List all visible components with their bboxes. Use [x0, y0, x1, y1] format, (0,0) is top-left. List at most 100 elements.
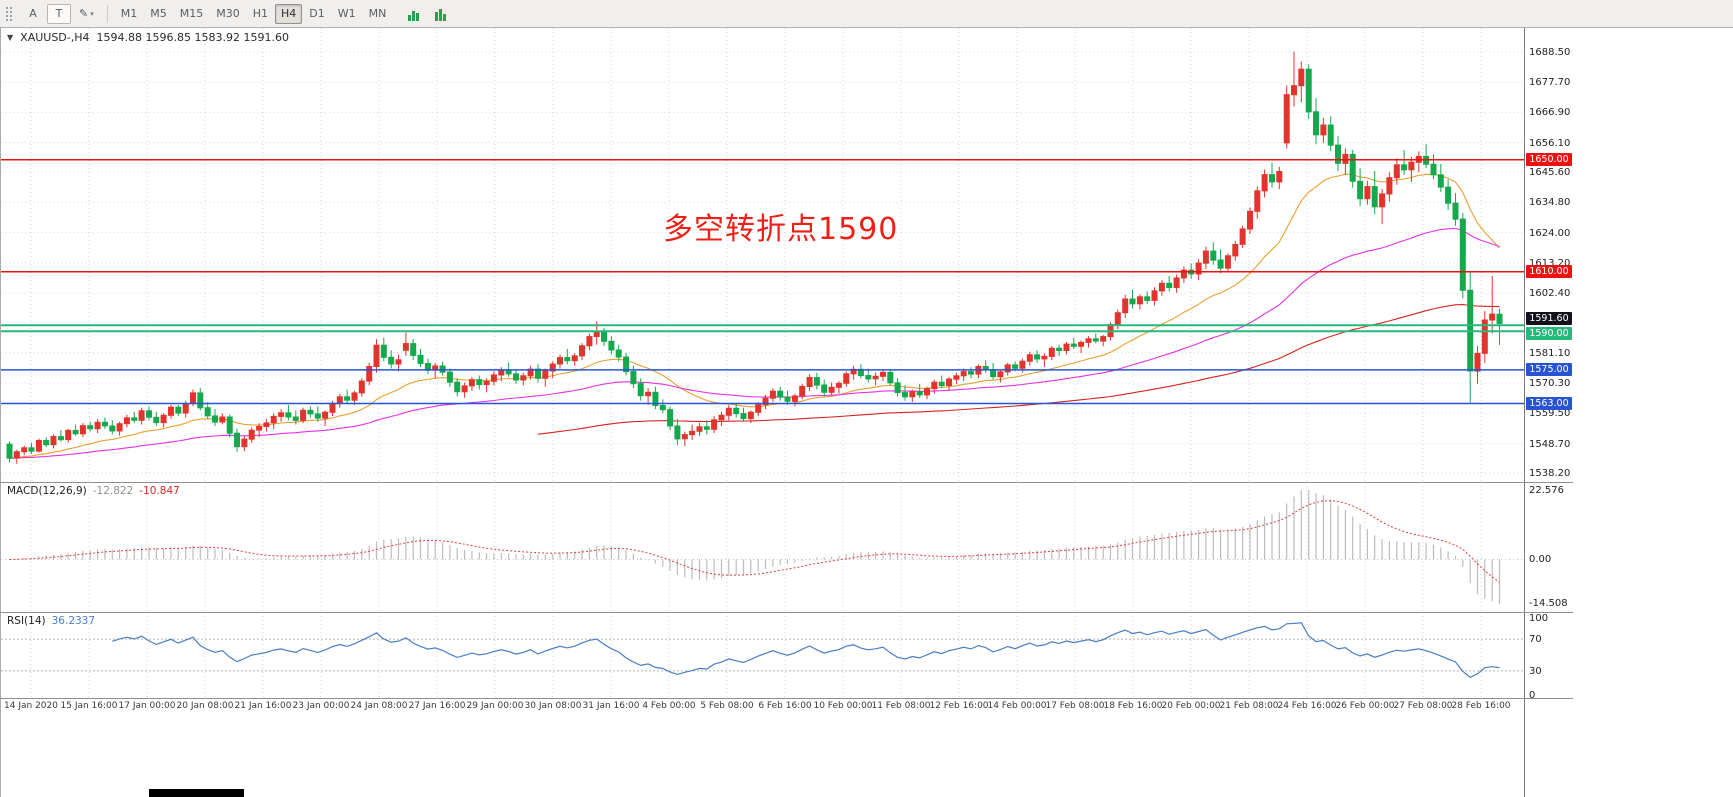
time-tick-label: 5 Feb 08:00: [700, 701, 754, 711]
time-tick-label: 11 Feb 08:00: [871, 701, 931, 711]
rsi-name: RSI(14): [7, 615, 46, 627]
timeframe-group: M1 M5 M15 M30 H1 H4 D1 W1 MN: [115, 3, 393, 24]
macd-min-label: -14.508: [1529, 598, 1568, 609]
macd-value-main: -12.822: [92, 485, 134, 497]
macd-zero-label: 0.00: [1529, 554, 1552, 566]
macd-value-signal: -10.847: [139, 485, 180, 497]
price-chart-panel[interactable]: ▼ XAUUSD-,H4 1594.88 1596.85 1583.92 159…: [1, 28, 1524, 482]
ma-mid-line: [9, 227, 1500, 459]
toolbar-separator: [106, 4, 108, 23]
price-chart-canvas[interactable]: [1, 28, 1524, 482]
timeframe-button-m15[interactable]: M15: [179, 7, 204, 20]
time-tick-label: 28 Feb 16:00: [1451, 701, 1511, 711]
time-tick-label: 14 Feb 00:00: [987, 701, 1047, 711]
current-price-label: 1591.60: [1526, 311, 1572, 325]
time-tick-label: 30 Jan 08:00: [524, 701, 582, 711]
macd-panel[interactable]: MACD(12,26,9) -12.822 -10.847: [1, 482, 1524, 612]
timeframe-button-m5[interactable]: M5: [150, 7, 167, 20]
panel-separator[interactable]: [0, 482, 1573, 483]
time-tick-label: 23 Jan 00:00: [292, 701, 350, 711]
price-tick-label: 1548.70: [1529, 438, 1571, 450]
dropdown-arrow-icon: ▾: [90, 9, 94, 18]
time-tick-label: 18 Feb 16:00: [1103, 701, 1163, 711]
price-tick-label: 1613.20: [1529, 257, 1571, 269]
level-price-label-1610.00: 1610.00: [1526, 265, 1572, 279]
rsi-tick-label: 100: [1529, 613, 1549, 624]
candles: [6, 51, 1503, 464]
level-price-label-1575.00: 1575.00: [1526, 363, 1572, 377]
time-tick-label: 27 Feb 08:00: [1393, 701, 1453, 711]
time-tick-label: 21 Feb 08:00: [1219, 701, 1279, 711]
bottom-black-bar: [149, 789, 244, 797]
chart-area[interactable]: ▼ XAUUSD-,H4 1594.88 1596.85 1583.92 159…: [0, 28, 1524, 797]
price-tick-label: 1602.40: [1529, 288, 1571, 300]
text-tool-button[interactable]: T: [47, 3, 71, 24]
chart-title: ▼ XAUUSD-,H4 1594.88 1596.85 1583.92 159…: [7, 31, 289, 44]
macd-signal-line: [9, 500, 1500, 583]
price-axis[interactable]: 1688.50 1677.70 1666.90 1656.10 1645.60 1634.…: [1524, 28, 1572, 797]
timeframe-button-h4[interactable]: H4: [275, 3, 303, 24]
level-price-label-1563.00: 1563.00: [1526, 397, 1572, 411]
price-tick-label: 1570.30: [1529, 378, 1571, 390]
timeframe-button-mn[interactable]: MN: [368, 7, 387, 20]
time-tick-label: 20 Feb 00:00: [1161, 701, 1221, 711]
rsi-label: RSI(14) 36.2337: [7, 615, 95, 627]
time-tick-label: 14 Jan 2020: [4, 701, 58, 711]
rsi-line: [112, 622, 1500, 679]
macd-max-label: 22.576: [1529, 485, 1564, 496]
arrow-tool-button[interactable]: A: [29, 7, 37, 20]
price-tick-label: 1538.20: [1529, 468, 1571, 480]
horizontal-level-lines[interactable]: [1, 158, 1524, 405]
timeframe-button-m1[interactable]: M1: [120, 7, 138, 20]
rsi-tick-label: 30: [1529, 665, 1542, 677]
toolbar: A T ✎ ▾ M1 M5 M15 M30 H1 H4 D1 W1 MN: [0, 0, 1733, 28]
timeframe-button-d1[interactable]: D1: [309, 7, 325, 20]
rsi-canvas[interactable]: [1, 612, 1524, 698]
right-gutter: [1572, 28, 1733, 797]
time-tick-label: 31 Jan 16:00: [582, 701, 640, 711]
time-tick-label: 26 Feb 00:00: [1335, 701, 1395, 711]
time-tick-label: 24 Jan 08:00: [350, 701, 408, 711]
timeframe-button-m30[interactable]: M30: [216, 7, 240, 20]
time-tick-label: 21 Jan 16:00: [234, 701, 292, 711]
time-tick-label: 4 Feb 00:00: [642, 701, 696, 711]
panel-separator[interactable]: [0, 698, 1573, 699]
price-tick-label: 1559.50: [1529, 408, 1571, 420]
price-tick-label: 1656.10: [1529, 137, 1571, 149]
time-tick-label: 15 Jan 16:00: [60, 701, 118, 711]
rsi-value: 36.2337: [51, 615, 96, 627]
level-price-label-1650.00: 1650.00: [1526, 153, 1572, 167]
draw-tool-button[interactable]: ✎ ▾: [73, 4, 100, 24]
ohlc-values: 1594.88 1596.85 1583.92 1591.60: [96, 31, 289, 44]
price-tick-label: 1645.60: [1529, 167, 1571, 179]
chart-window: ▼ XAUUSD-,H4 1594.88 1596.85 1583.92 159…: [0, 28, 1733, 797]
bottom-strip: [1, 716, 1524, 797]
time-tick-label: 12 Feb 16:00: [929, 701, 989, 711]
time-tick-label: 29 Jan 00:00: [466, 701, 524, 711]
time-axis[interactable]: 14 Jan 2020 15 Jan 16:00 17 Jan 00:00 20 Ja…: [1, 698, 1524, 716]
time-tick-label: 6 Feb 16:00: [758, 701, 812, 711]
level-price-label-1590.00: 1590.00: [1526, 326, 1572, 340]
ma-slow-line: [537, 304, 1500, 435]
bar-chart-icon[interactable]: [408, 7, 420, 21]
timeframe-button-h1[interactable]: H1: [252, 7, 269, 20]
time-tick-label: 24 Feb 16:00: [1277, 701, 1337, 711]
price-tick-label: 1666.90: [1529, 107, 1571, 119]
macd-label: MACD(12,26,9) -12.822 -10.847: [7, 485, 180, 497]
panel-separator[interactable]: [0, 612, 1573, 613]
time-tick-label: 17 Feb 08:00: [1045, 701, 1105, 711]
candle-chart-icon[interactable]: [435, 7, 447, 21]
toolbar-drag-handle-icon[interactable]: [5, 5, 14, 22]
rsi-panel[interactable]: RSI(14) 36.2337: [1, 612, 1524, 698]
macd-canvas[interactable]: [1, 482, 1524, 612]
rsi-tick-label: 0: [1529, 689, 1536, 701]
timeframe-button-w1[interactable]: W1: [337, 7, 356, 20]
price-tick-label: 1688.50: [1529, 46, 1571, 58]
symbol-label: XAUUSD-,H4: [20, 31, 90, 44]
symbol-collapse-icon[interactable]: ▼: [7, 33, 14, 42]
macd-histogram: [16, 490, 1501, 604]
time-tick-label: 17 Jan 00:00: [118, 701, 176, 711]
rsi-tick-label: 70: [1529, 634, 1542, 646]
chart-annotation-text[interactable]: 多空转折点1590: [663, 212, 899, 247]
